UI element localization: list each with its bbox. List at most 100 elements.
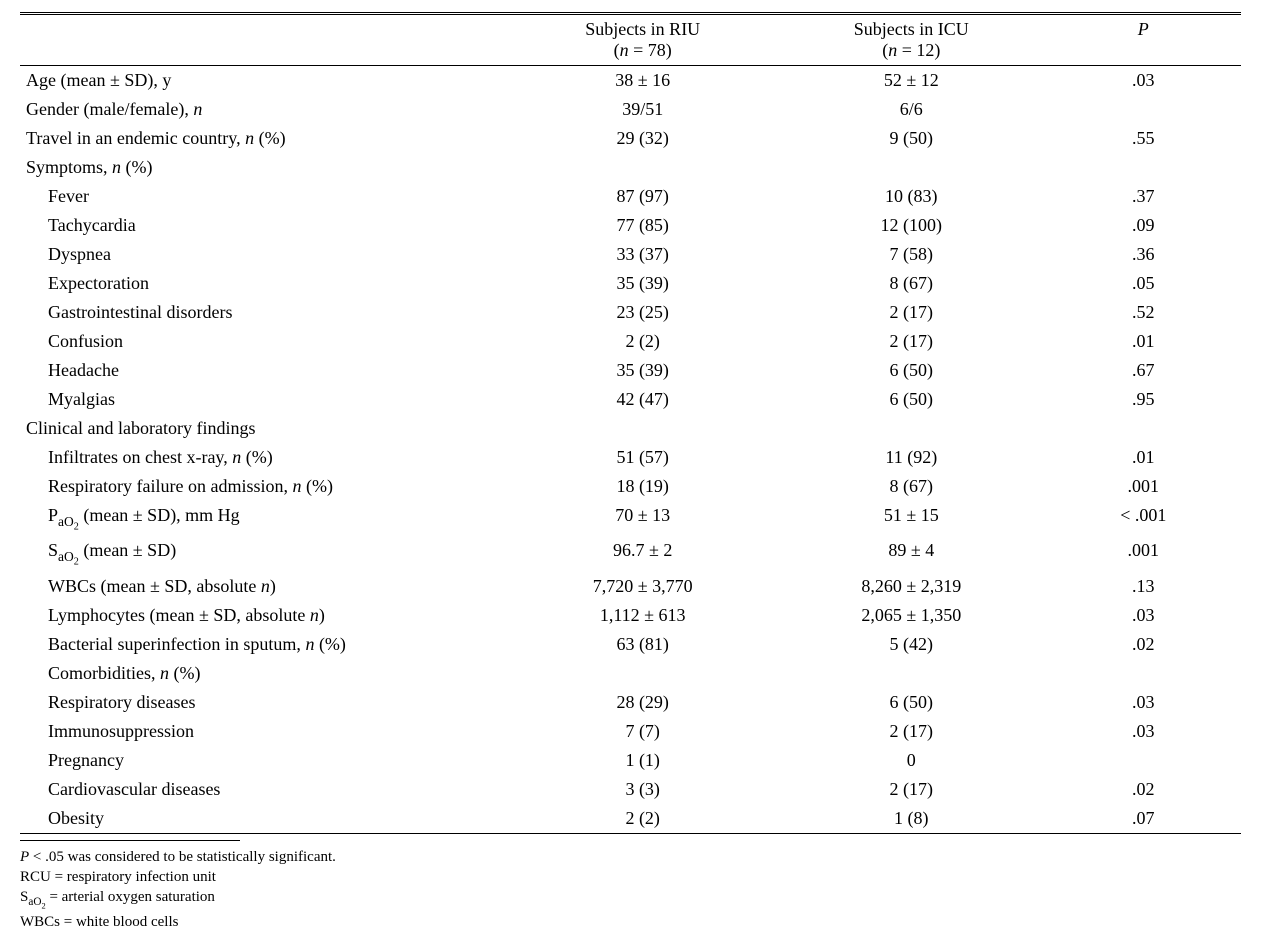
row-icu: 6/6 bbox=[777, 95, 1046, 124]
row-icu bbox=[777, 414, 1046, 443]
row-icu: 89 ± 4 bbox=[777, 536, 1046, 571]
table-row: Headache35 (39)6 (50).67 bbox=[20, 356, 1241, 385]
header-blank bbox=[20, 14, 508, 66]
row-riu: 87 (97) bbox=[508, 182, 777, 211]
row-icu: 8,260 ± 2,319 bbox=[777, 572, 1046, 601]
table-row: Obesity2 (2)1 (8).07 bbox=[20, 804, 1241, 834]
row-riu: 77 (85) bbox=[508, 211, 777, 240]
row-icu: 1 (8) bbox=[777, 804, 1046, 834]
row-riu: 70 ± 13 bbox=[508, 501, 777, 536]
row-icu bbox=[777, 153, 1046, 182]
row-p: .03 bbox=[1046, 601, 1241, 630]
row-riu: 35 (39) bbox=[508, 356, 777, 385]
footnote-line: RCU = respiratory infection unit bbox=[20, 867, 1241, 887]
footnote-line: P < .05 was considered to be statistical… bbox=[20, 847, 1241, 867]
row-p: .52 bbox=[1046, 298, 1241, 327]
row-label: Respiratory diseases bbox=[20, 688, 508, 717]
row-p: .001 bbox=[1046, 472, 1241, 501]
row-label: Headache bbox=[20, 356, 508, 385]
footnote-line: SaO2 = arterial oxygen saturation bbox=[20, 887, 1241, 912]
row-riu: 29 (32) bbox=[508, 124, 777, 153]
row-riu: 51 (57) bbox=[508, 443, 777, 472]
row-riu bbox=[508, 659, 777, 688]
row-p bbox=[1046, 95, 1241, 124]
row-riu: 7 (7) bbox=[508, 717, 777, 746]
row-riu: 2 (2) bbox=[508, 327, 777, 356]
row-riu: 23 (25) bbox=[508, 298, 777, 327]
row-p: < .001 bbox=[1046, 501, 1241, 536]
row-label: WBCs (mean ± SD, absolute n) bbox=[20, 572, 508, 601]
row-label: Comorbidities, n (%) bbox=[20, 659, 508, 688]
table-row: Infiltrates on chest x-ray, n (%)51 (57)… bbox=[20, 443, 1241, 472]
row-p: .13 bbox=[1046, 572, 1241, 601]
header-p-label: P bbox=[1138, 19, 1149, 39]
row-p: .36 bbox=[1046, 240, 1241, 269]
table-row: Myalgias42 (47)6 (50).95 bbox=[20, 385, 1241, 414]
row-label: Dyspnea bbox=[20, 240, 508, 269]
row-icu: 52 ± 12 bbox=[777, 66, 1046, 96]
row-label: Bacterial superinfection in sputum, n (%… bbox=[20, 630, 508, 659]
header-riu-line1: Subjects in RIU bbox=[585, 19, 700, 39]
row-label: Symptoms, n (%) bbox=[20, 153, 508, 182]
table-row: Clinical and laboratory findings bbox=[20, 414, 1241, 443]
header-riu-n: n bbox=[620, 40, 629, 60]
row-riu bbox=[508, 414, 777, 443]
footnote-rule bbox=[20, 840, 240, 841]
table-row: WBCs (mean ± SD, absolute n)7,720 ± 3,77… bbox=[20, 572, 1241, 601]
row-p: .03 bbox=[1046, 717, 1241, 746]
row-riu: 63 (81) bbox=[508, 630, 777, 659]
row-icu: 51 ± 15 bbox=[777, 501, 1046, 536]
row-p: .01 bbox=[1046, 443, 1241, 472]
header-icu: Subjects in ICU (n = 12) bbox=[777, 14, 1046, 66]
row-icu: 2,065 ± 1,350 bbox=[777, 601, 1046, 630]
table-row: Fever87 (97)10 (83).37 bbox=[20, 182, 1241, 211]
row-p: .05 bbox=[1046, 269, 1241, 298]
row-icu: 8 (67) bbox=[777, 472, 1046, 501]
row-label: Expectoration bbox=[20, 269, 508, 298]
header-riu-line2-post: = 78) bbox=[629, 40, 672, 60]
row-p: .01 bbox=[1046, 327, 1241, 356]
table-row: PaO2 (mean ± SD), mm Hg70 ± 1351 ± 15< .… bbox=[20, 501, 1241, 536]
row-p: .37 bbox=[1046, 182, 1241, 211]
row-p: .07 bbox=[1046, 804, 1241, 834]
row-p: .67 bbox=[1046, 356, 1241, 385]
row-p bbox=[1046, 746, 1241, 775]
row-riu: 18 (19) bbox=[508, 472, 777, 501]
row-riu: 3 (3) bbox=[508, 775, 777, 804]
row-label: Gastrointestinal disorders bbox=[20, 298, 508, 327]
table-row: Respiratory failure on admission, n (%)1… bbox=[20, 472, 1241, 501]
row-icu: 10 (83) bbox=[777, 182, 1046, 211]
table-body: Age (mean ± SD), y38 ± 1652 ± 12.03Gende… bbox=[20, 66, 1241, 834]
row-icu: 5 (42) bbox=[777, 630, 1046, 659]
row-riu: 33 (37) bbox=[508, 240, 777, 269]
row-icu: 9 (50) bbox=[777, 124, 1046, 153]
row-p bbox=[1046, 153, 1241, 182]
table-row: Symptoms, n (%) bbox=[20, 153, 1241, 182]
row-label: Clinical and laboratory findings bbox=[20, 414, 508, 443]
row-label: Fever bbox=[20, 182, 508, 211]
table-row: Respiratory diseases28 (29)6 (50).03 bbox=[20, 688, 1241, 717]
row-label: Pregnancy bbox=[20, 746, 508, 775]
table-row: Age (mean ± SD), y38 ± 1652 ± 12.03 bbox=[20, 66, 1241, 96]
header-p: P bbox=[1046, 14, 1241, 66]
row-label: Myalgias bbox=[20, 385, 508, 414]
row-icu: 2 (17) bbox=[777, 298, 1046, 327]
row-icu: 6 (50) bbox=[777, 385, 1046, 414]
row-p: .03 bbox=[1046, 688, 1241, 717]
row-label: Infiltrates on chest x-ray, n (%) bbox=[20, 443, 508, 472]
table-row: Travel in an endemic country, n (%)29 (3… bbox=[20, 124, 1241, 153]
table-row: Immunosuppression7 (7)2 (17).03 bbox=[20, 717, 1241, 746]
row-riu: 2 (2) bbox=[508, 804, 777, 834]
row-p: .02 bbox=[1046, 775, 1241, 804]
row-p: .001 bbox=[1046, 536, 1241, 571]
row-icu: 2 (17) bbox=[777, 775, 1046, 804]
footnote-line: WBCs = white blood cells bbox=[20, 912, 1241, 932]
row-label: Confusion bbox=[20, 327, 508, 356]
row-riu: 28 (29) bbox=[508, 688, 777, 717]
row-label: Cardiovascular diseases bbox=[20, 775, 508, 804]
row-icu: 12 (100) bbox=[777, 211, 1046, 240]
row-riu: 39/51 bbox=[508, 95, 777, 124]
header-icu-line2-post: = 12) bbox=[897, 40, 940, 60]
row-label: Gender (male/female), n bbox=[20, 95, 508, 124]
row-riu: 42 (47) bbox=[508, 385, 777, 414]
